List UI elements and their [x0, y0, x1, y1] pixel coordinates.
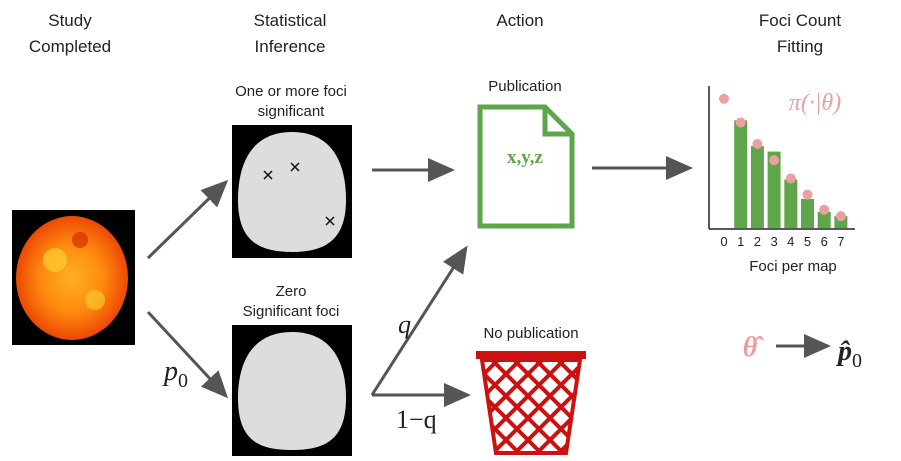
fit-dot — [769, 155, 780, 166]
panel-label: One or more foci — [235, 83, 347, 100]
fit-dot — [785, 173, 796, 184]
fit-annotation: π(·|θ) — [789, 90, 841, 116]
x-tick-label: 5 — [804, 234, 811, 249]
fit-dot — [802, 189, 813, 200]
p-base: p — [162, 356, 178, 387]
x-tick-label: 3 — [770, 234, 777, 249]
panel-label: Significant foci — [243, 303, 340, 320]
fit-dot — [719, 93, 729, 104]
trash-icon — [476, 351, 586, 455]
column-header: Fitting — [777, 37, 823, 56]
x-tick-label: 0 — [720, 234, 727, 249]
x-tick-label: 2 — [754, 234, 761, 249]
p-hat-sub: 0 — [852, 350, 862, 372]
x-tick-label: 7 — [837, 234, 844, 249]
column-header: Action — [496, 11, 543, 30]
fit-dot — [819, 204, 830, 215]
arrows — [146, 156, 831, 407]
fit-dot — [735, 117, 746, 128]
fit-xlabel: Foci per map — [749, 258, 837, 275]
publication-title: Publication — [488, 78, 561, 95]
panel-label: significant — [258, 103, 326, 120]
x-tick-label: 6 — [821, 234, 828, 249]
bar — [801, 198, 814, 228]
column-header: Statistical — [254, 11, 327, 30]
bar — [784, 179, 798, 228]
no-publication-label: No publication — [483, 325, 578, 342]
bar — [734, 120, 748, 228]
fit-dot — [752, 139, 763, 149]
p-sub: 0 — [178, 370, 188, 392]
bar — [834, 216, 848, 228]
fit-axes — [708, 86, 855, 230]
p-hat-base: p̂ — [836, 336, 852, 367]
column-header: Study — [48, 11, 92, 30]
p-label: p0 — [162, 356, 188, 392]
panel-label: Zero — [276, 283, 307, 300]
column-header: Completed — [29, 37, 111, 56]
p-hat: p̂0 — [836, 336, 862, 372]
q-label: q — [398, 310, 411, 339]
one-minus-q-label: 1−q — [396, 405, 437, 434]
column-header: Inference — [255, 37, 326, 56]
x-tick-label: 1 — [737, 234, 744, 249]
brain-significant — [232, 125, 352, 258]
x-tick-label: 4 — [787, 234, 794, 249]
column-header: Foci Count — [759, 11, 841, 30]
fit-dot — [835, 211, 846, 222]
bar — [817, 211, 831, 228]
document-icon — [477, 104, 575, 229]
heatmap-brain — [12, 210, 135, 345]
document-content: x,y,z — [507, 147, 543, 168]
brain-zero — [232, 325, 352, 456]
theta-hat: θ̂ — [743, 332, 765, 363]
bar — [750, 146, 764, 228]
bar — [767, 151, 781, 228]
